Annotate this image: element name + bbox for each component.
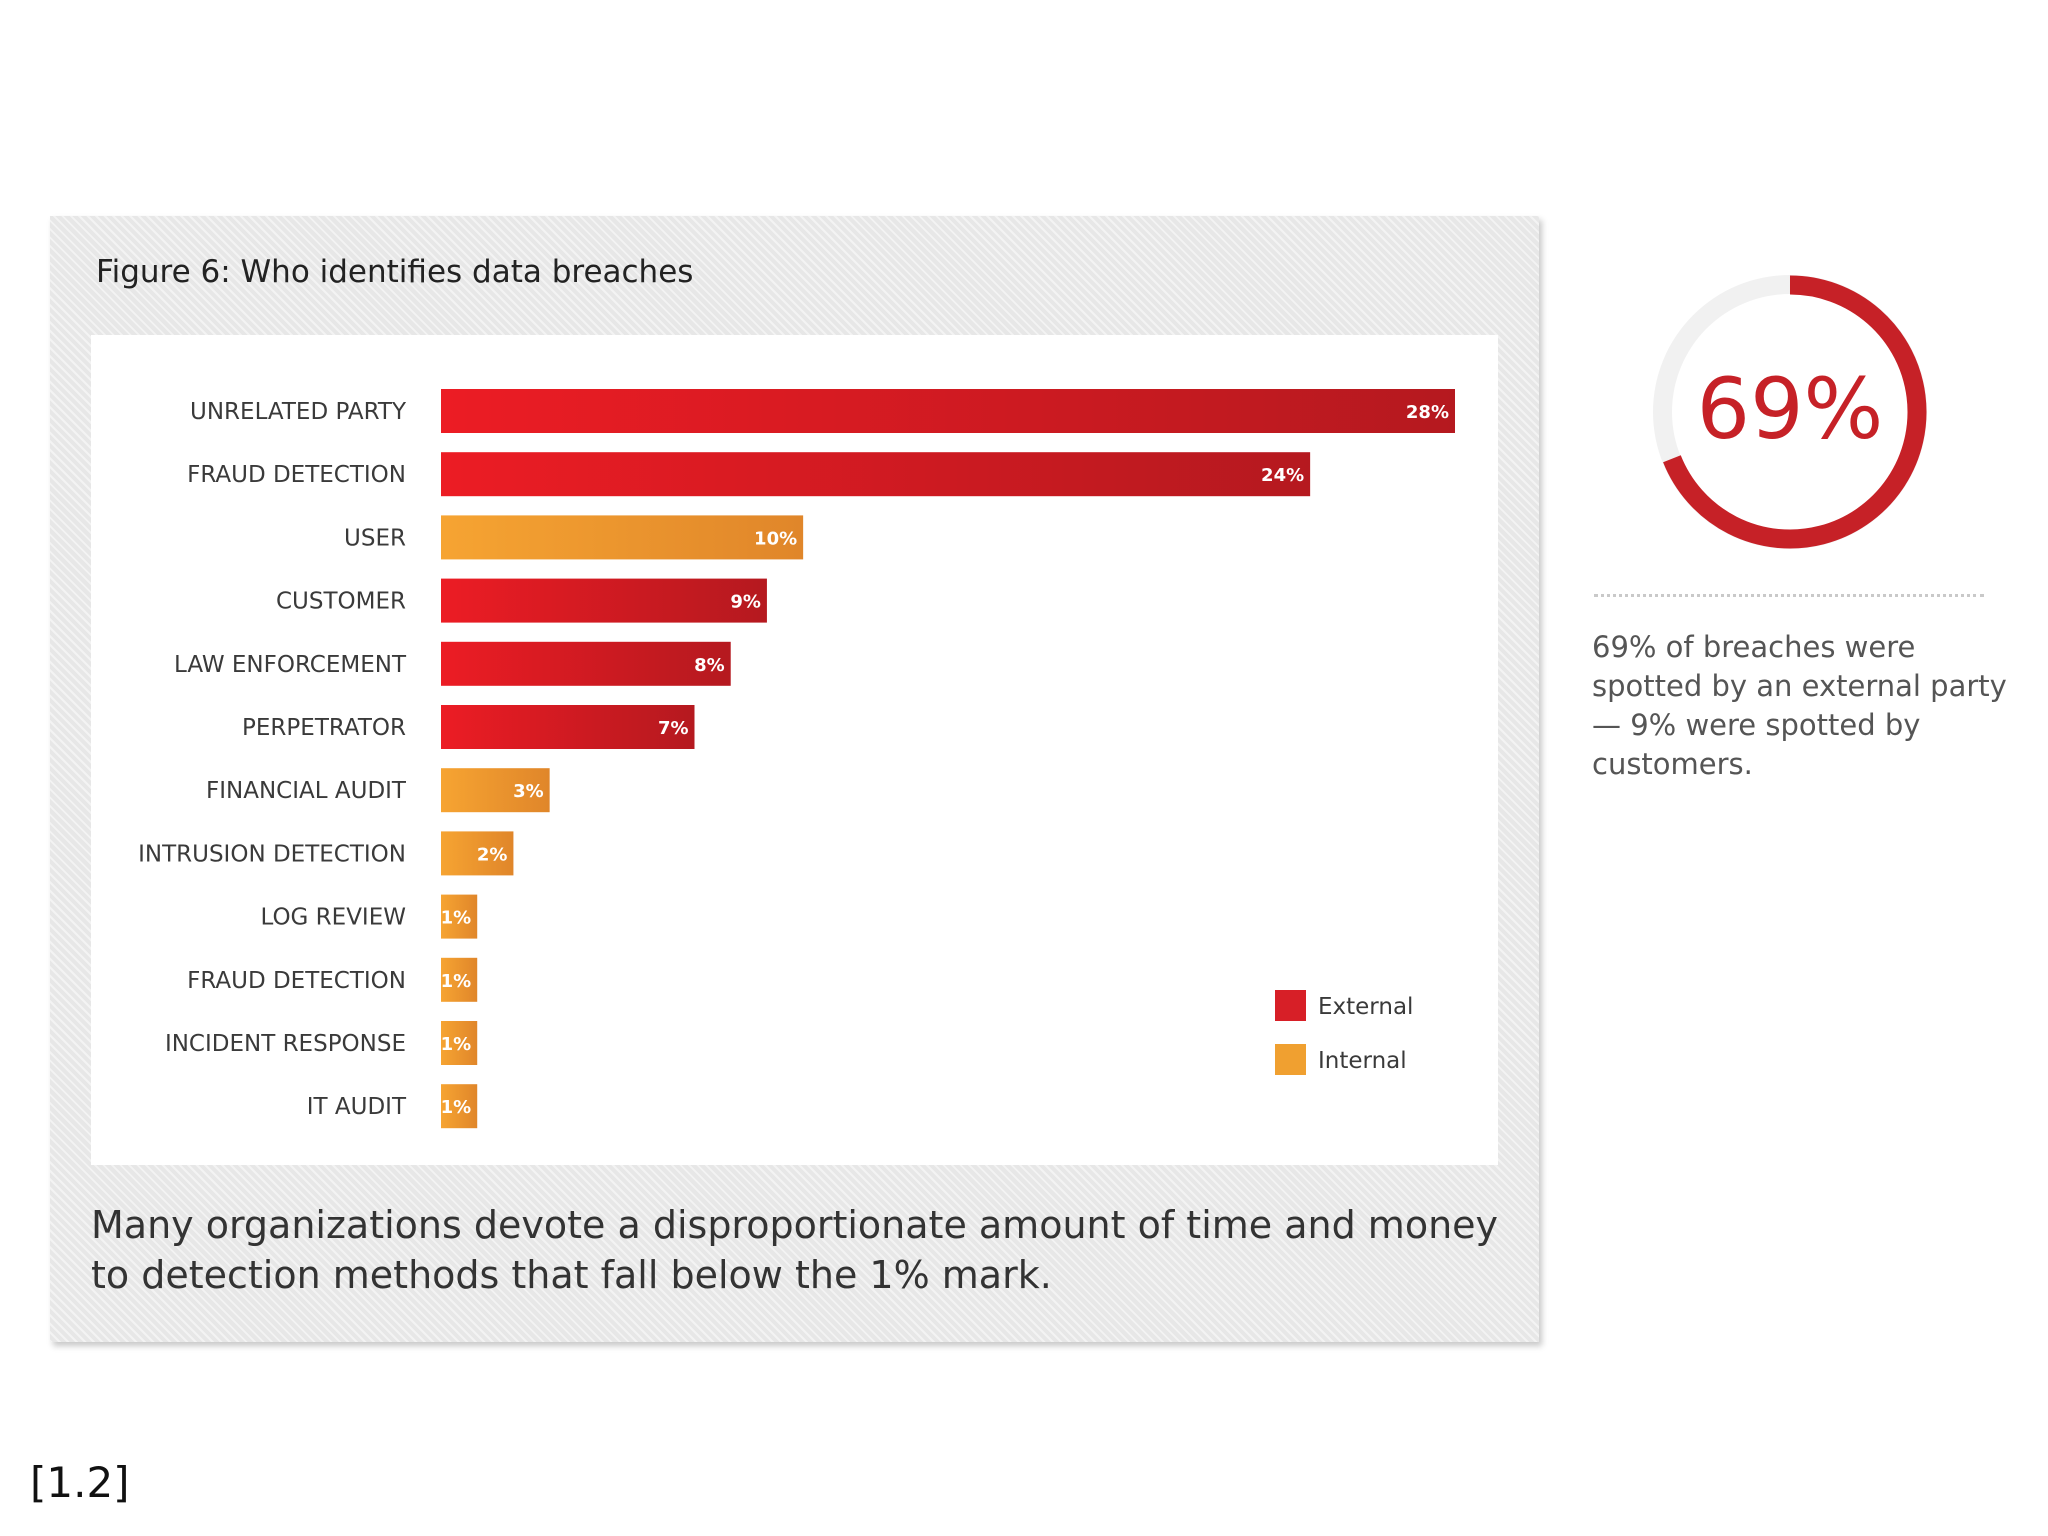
bar — [441, 705, 695, 749]
stat-ring — [1653, 275, 1927, 549]
category-label: IT AUDIT — [307, 1094, 407, 1120]
bar — [441, 894, 478, 939]
value-label: 7% — [658, 718, 689, 739]
category-label: LAW ENFORCEMENT — [174, 652, 407, 678]
category-label: INTRUSION DETECTION — [138, 841, 406, 867]
category-label: UNRELATED PARTY — [190, 399, 407, 425]
category-label: INCIDENT RESPONSE — [165, 1031, 406, 1057]
value-label: 1% — [441, 971, 472, 992]
category-label: CUSTOMER — [276, 589, 406, 615]
bar — [441, 389, 1455, 433]
stat-ring-arc — [1663, 275, 1927, 549]
bar — [441, 578, 767, 623]
value-label: 3% — [513, 781, 544, 802]
category-label: FINANCIAL AUDIT — [206, 778, 407, 804]
value-label: 1% — [441, 1097, 472, 1118]
bar — [441, 515, 804, 560]
bar-chart: UNRELATED PARTY 28% FRAUD DETECTION 24% USER… — [91, 335, 1498, 1165]
bar — [441, 831, 514, 876]
bar — [441, 641, 731, 686]
divider — [1594, 594, 1984, 597]
category-label: PERPETRATOR — [242, 715, 406, 741]
bar — [441, 768, 550, 813]
bar — [441, 1084, 478, 1129]
category-label: FRAUD DETECTION — [187, 462, 406, 488]
category-label: USER — [344, 525, 406, 551]
figure-caption: Many organizations devote a disproportio… — [91, 1203, 1499, 1297]
value-label: 9% — [730, 592, 761, 613]
value-label: 8% — [694, 655, 725, 676]
legend-label: External — [1318, 994, 1413, 1020]
value-label: 24% — [1261, 465, 1304, 486]
legend-swatch — [1275, 1044, 1306, 1075]
figure-title: Figure 6: Who identifies data breaches — [96, 254, 694, 290]
value-label: 10% — [754, 528, 797, 549]
value-label: 1% — [441, 1034, 472, 1055]
category-label: FRAUD DETECTION — [187, 968, 406, 994]
category-label: LOG REVIEW — [260, 905, 406, 931]
legend: External Internal — [1275, 990, 1413, 1075]
bar — [441, 957, 478, 1002]
value-label: 1% — [441, 908, 472, 929]
stat-description: 69% of breaches were spotted by an exter… — [1592, 630, 2007, 781]
stat-ring-center — [1672, 294, 1908, 530]
value-label: 2% — [477, 844, 508, 865]
bars-layer: UNRELATED PARTY 28% FRAUD DETECTION 24% USER… — [138, 389, 1455, 1129]
bar-chart-svg: UNRELATED PARTY 28% FRAUD DETECTION 24% USER… — [138, 389, 1455, 1129]
legend-swatch — [1275, 990, 1306, 1021]
footnote: [1.2] — [30, 1458, 130, 1507]
value-label: 28% — [1406, 402, 1449, 423]
stat-value: 69% — [1696, 360, 1884, 458]
bar — [441, 1021, 478, 1065]
bar — [441, 452, 1311, 497]
legend-label: Internal — [1318, 1048, 1407, 1074]
